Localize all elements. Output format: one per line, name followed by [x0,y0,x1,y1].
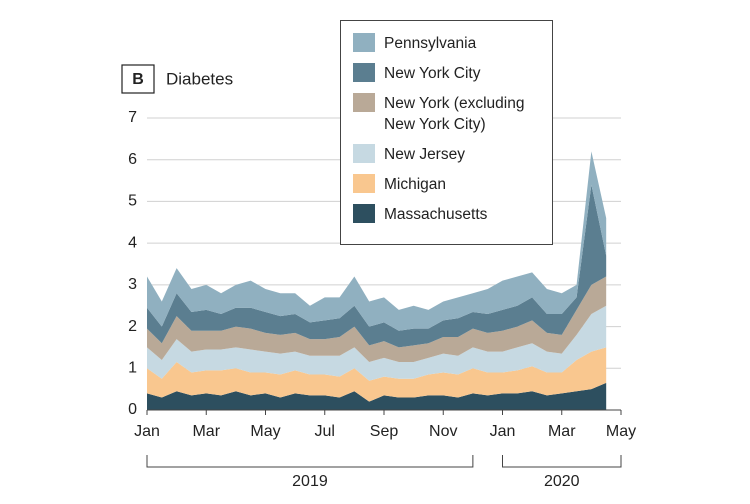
legend-swatch [353,63,375,82]
area [147,382,607,410]
period-label: 2019 [292,473,328,490]
x-tick-label: Jan [134,423,160,440]
legend-entry: New York City [353,63,552,84]
x-tick-label: Mar [548,423,576,440]
y-tick-label: 1 [128,360,137,377]
legend-entry: New York (excluding New York City) [353,93,552,135]
legend-entry: Massachusetts [353,204,552,225]
legend-label: Michigan [384,176,447,193]
area [147,276,607,363]
legend-swatch [353,174,375,193]
y-tick-label: 5 [128,193,137,210]
legend-swatch [353,33,375,52]
x-tick-label: Jan [490,423,516,440]
x-tick-label: May [606,423,636,440]
period-label: 2020 [544,473,580,490]
y-tick-label: 0 [128,401,137,418]
legend-label: New York (excluding New York City) [384,95,525,133]
y-tick-label: 4 [128,234,137,251]
legend-swatch [353,204,375,223]
legend: Pennsylvania New York City New York (exclu… [340,20,553,245]
x-tick-label: Mar [192,423,220,440]
y-tick-label: 6 [128,151,137,168]
legend-entry: New Jersey [353,144,552,165]
x-tick-label: Sep [370,423,399,440]
x-tick-label: May [250,423,280,440]
legend-entry: Pennsylvania [353,33,552,54]
area [147,151,607,331]
y-tick-label: 2 [128,318,137,335]
legend-entry: Michigan [353,174,552,195]
x-tick-label: Jul [315,423,335,440]
panel-label: B [132,71,144,88]
chart-title: Diabetes [166,69,233,88]
legend-label: Pennsylvania [384,35,477,52]
area [147,347,607,402]
period-bracket [502,455,622,468]
period-bracket [146,455,474,468]
legend-swatch [353,144,375,163]
panel-box [121,64,155,94]
legend-label: New York City [384,65,481,82]
x-tick-label: Nov [429,423,457,440]
y-tick-label: 3 [128,276,137,293]
legend-label: New Jersey [384,146,465,163]
legend-swatch [353,93,375,112]
area [147,305,607,381]
area [147,184,607,348]
legend-label: Massachusetts [384,206,488,223]
y-tick-label: 7 [128,109,137,126]
